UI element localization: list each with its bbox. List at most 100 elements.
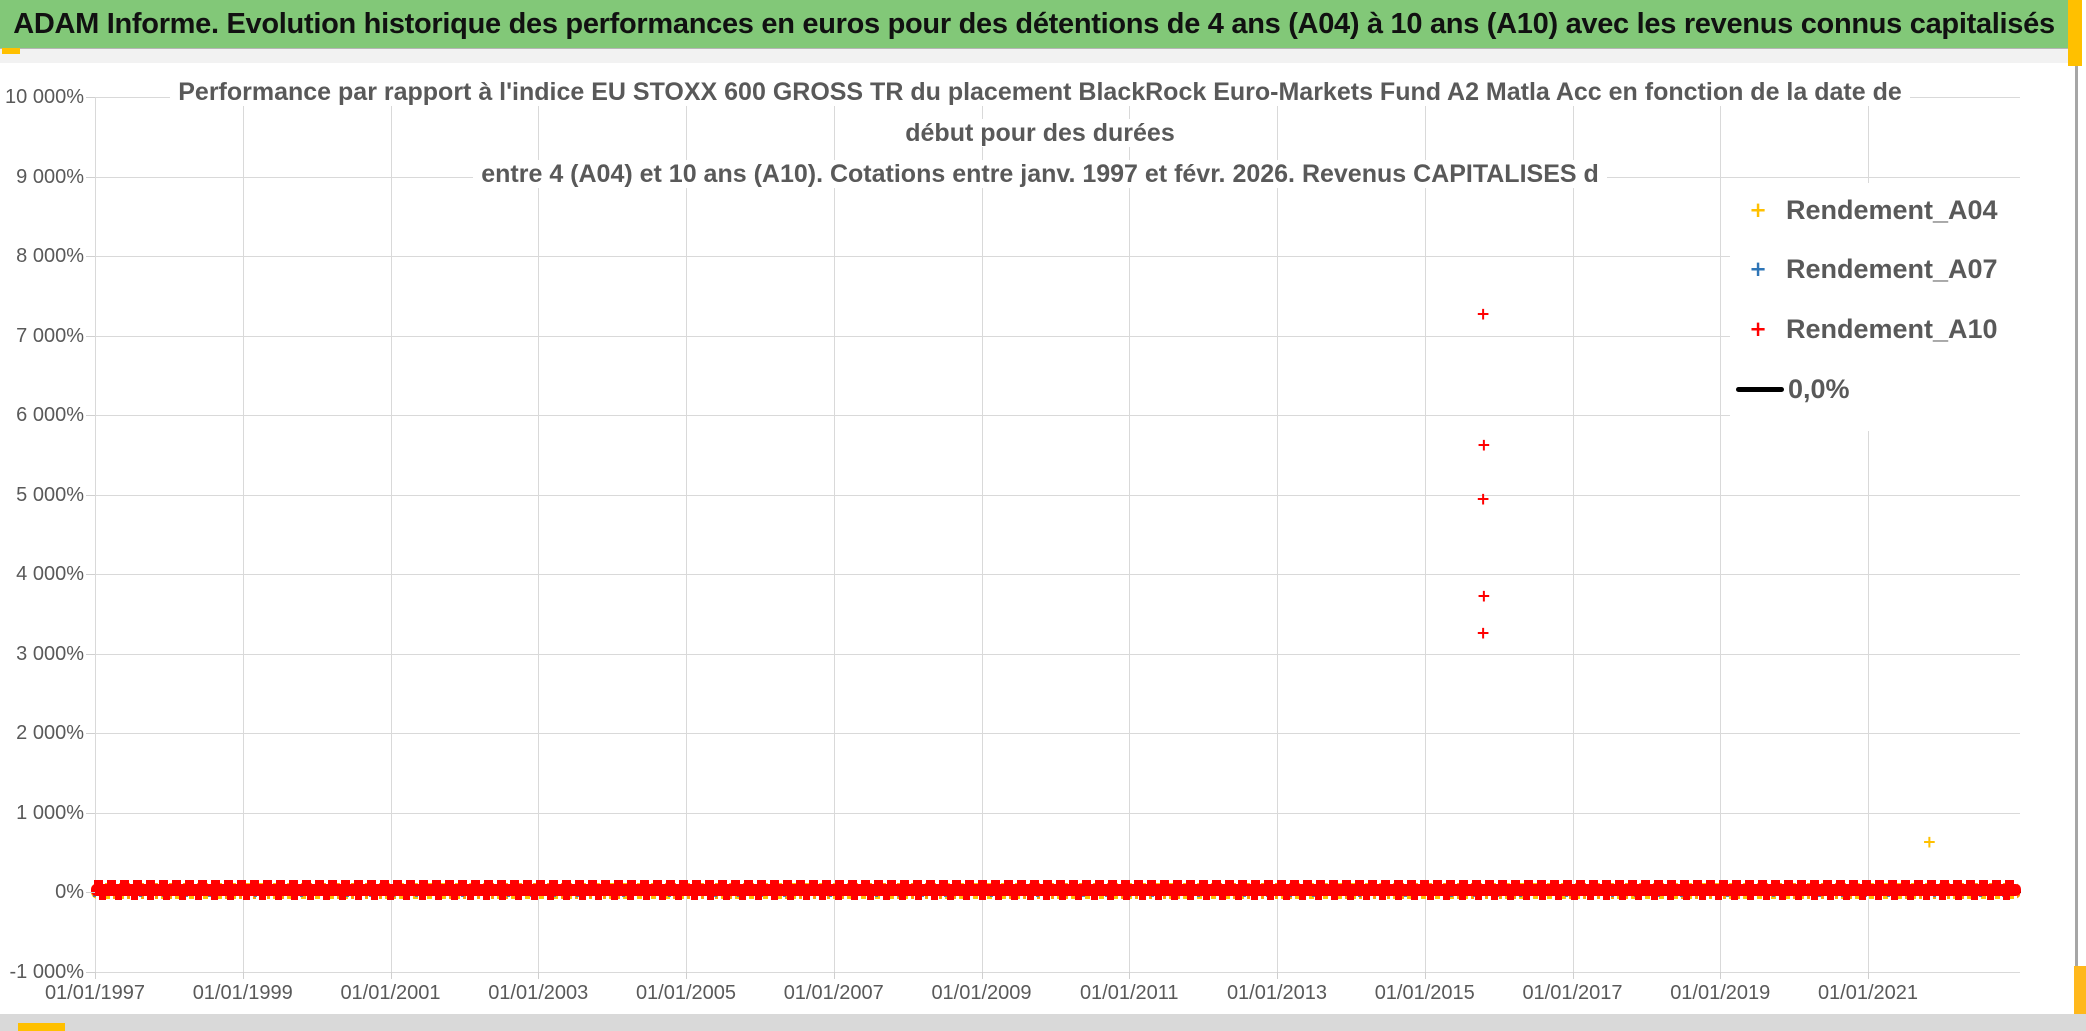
x-axis-tick (1572, 972, 1574, 979)
data-point-marker-rendement_a10: + (1475, 623, 1491, 644)
x-axis-tick (1277, 972, 1278, 979)
y-axis-tick (86, 653, 95, 655)
v-gridline (1572, 97, 1574, 972)
v-gridline (1129, 97, 1131, 972)
v-gridline (242, 97, 244, 972)
bottom-left-accent (18, 1023, 65, 1031)
y-axis-label: 0% (55, 881, 84, 904)
plus-marker-icon: + (1749, 317, 1767, 341)
legend-item-zero-line: 0,0% (1730, 372, 1850, 406)
x-axis-tick (1868, 972, 1869, 979)
y-axis-tick (86, 972, 95, 973)
v-gridline (686, 97, 687, 972)
x-axis-label: 01/01/2021 (1817, 982, 1919, 1004)
x-axis-label: 01/01/2009 (931, 982, 1032, 1004)
data-point-marker-rendement_a10: + (1476, 586, 1491, 607)
h-gridline (95, 972, 2020, 973)
y-axis-tick (86, 574, 95, 576)
x-axis-label: 01/01/2013 (1226, 982, 1328, 1004)
y-axis-tick (86, 256, 95, 258)
v-gridline (390, 97, 392, 972)
h-gridline (95, 97, 2020, 98)
x-axis-label: 01/01/2015 (1374, 982, 1475, 1004)
h-gridline (95, 733, 2020, 735)
legend-label: 0,0% (1788, 373, 1850, 404)
chart-legend: + Rendement_A04 + Rendement_A07 + Rendem… (1730, 183, 2020, 431)
x-axis-label: 01/01/2007 (783, 982, 884, 1004)
v-gridline (1868, 97, 1869, 972)
subbanner-row (0, 49, 2068, 63)
y-axis-tick (86, 812, 95, 814)
x-axis-tick (1720, 972, 1722, 979)
x-axis-label: 01/01/2001 (340, 982, 441, 1004)
h-gridline (95, 256, 2020, 258)
y-axis-label: -1 000% (9, 961, 85, 983)
x-axis-tick (538, 972, 540, 979)
data-point-marker-rendement_a04: + (1922, 832, 1937, 853)
plus-marker-icon: + (1749, 198, 1767, 222)
y-axis-tick (86, 494, 95, 496)
x-axis-tick (1424, 972, 1426, 979)
line-marker-icon (1736, 386, 1784, 392)
y-axis-tick (86, 892, 95, 894)
y-axis-label: 8 000% (16, 245, 84, 268)
v-gridline (1424, 97, 1426, 972)
y-axis-tick (86, 335, 95, 337)
y-axis-label: 2 000% (16, 722, 84, 745)
y-axis-label: 4 000% (16, 563, 84, 586)
y-axis-label: 10 000% (5, 86, 84, 108)
y-axis-label: 7 000% (16, 324, 84, 347)
x-axis-tick (833, 972, 835, 979)
top-right-accent (2068, 0, 2082, 66)
v-gridline (981, 97, 983, 972)
x-axis-tick (95, 972, 96, 979)
legend-item-rendement-a04: + Rendement_A04 (1730, 193, 1998, 227)
x-axis-tick (981, 972, 983, 979)
y-axis-label: 6 000% (16, 404, 84, 427)
y-axis-label: 9 000% (16, 165, 84, 188)
top-left-accent (2, 48, 20, 54)
data-point-marker-rendement_a10: + (1475, 304, 1491, 325)
data-point-marker-rendement_a10: + (1475, 489, 1491, 509)
data-band-a10-fringe (94, 895, 2018, 900)
banner: ADAM Informe. Evolution historique des p… (0, 0, 2068, 49)
y-axis-label: 1 000% (16, 801, 84, 824)
x-axis-label: 01/01/2019 (1670, 982, 1771, 1004)
y-axis-tick (86, 415, 95, 417)
x-axis-label: 01/01/2005 (635, 982, 737, 1004)
x-axis-label: 01/01/2017 (1522, 982, 1623, 1004)
plus-marker-icon: + (1749, 257, 1767, 281)
x-axis-label: 01/01/1999 (192, 982, 293, 1004)
x-axis-tick (242, 972, 244, 979)
y-axis-tick (86, 733, 95, 735)
h-gridline (95, 494, 2020, 496)
legend-item-rendement-a10: + Rendement_A10 (1730, 312, 1998, 346)
x-axis-label: 01/01/2011 (1079, 982, 1179, 1004)
v-gridline (1277, 97, 1278, 972)
h-gridline (95, 335, 2020, 337)
data-band-a10 (91, 884, 2021, 896)
h-gridline (95, 176, 2020, 178)
y-axis-tick (86, 176, 95, 178)
y-axis-tick (86, 97, 95, 98)
y-axis-label: 5 000% (16, 483, 84, 506)
legend-label: Rendement_A04 (1786, 194, 1998, 225)
h-gridline (95, 574, 2020, 576)
data-point-marker-rendement_a10: + (1476, 435, 1491, 456)
bottom-strip (0, 1014, 2086, 1031)
h-gridline (95, 812, 2020, 814)
y-axis-label: 3 000% (16, 642, 84, 665)
v-gridline (538, 97, 540, 972)
x-axis-label: 01/01/1997 (44, 982, 146, 1004)
x-axis-tick (686, 972, 687, 979)
h-gridline (95, 653, 2020, 655)
banner-title: ADAM Informe. Evolution historique des p… (13, 7, 2055, 40)
v-gridline (95, 97, 96, 972)
legend-label: Rendement_A07 (1786, 253, 1998, 284)
x-axis-tick (1129, 972, 1131, 979)
data-band-a10-fringe (94, 880, 2018, 885)
x-axis-label: 01/01/2003 (488, 982, 589, 1004)
legend-label: Rendement_A10 (1786, 313, 1998, 344)
legend-item-rendement-a07: + Rendement_A07 (1730, 252, 1998, 286)
